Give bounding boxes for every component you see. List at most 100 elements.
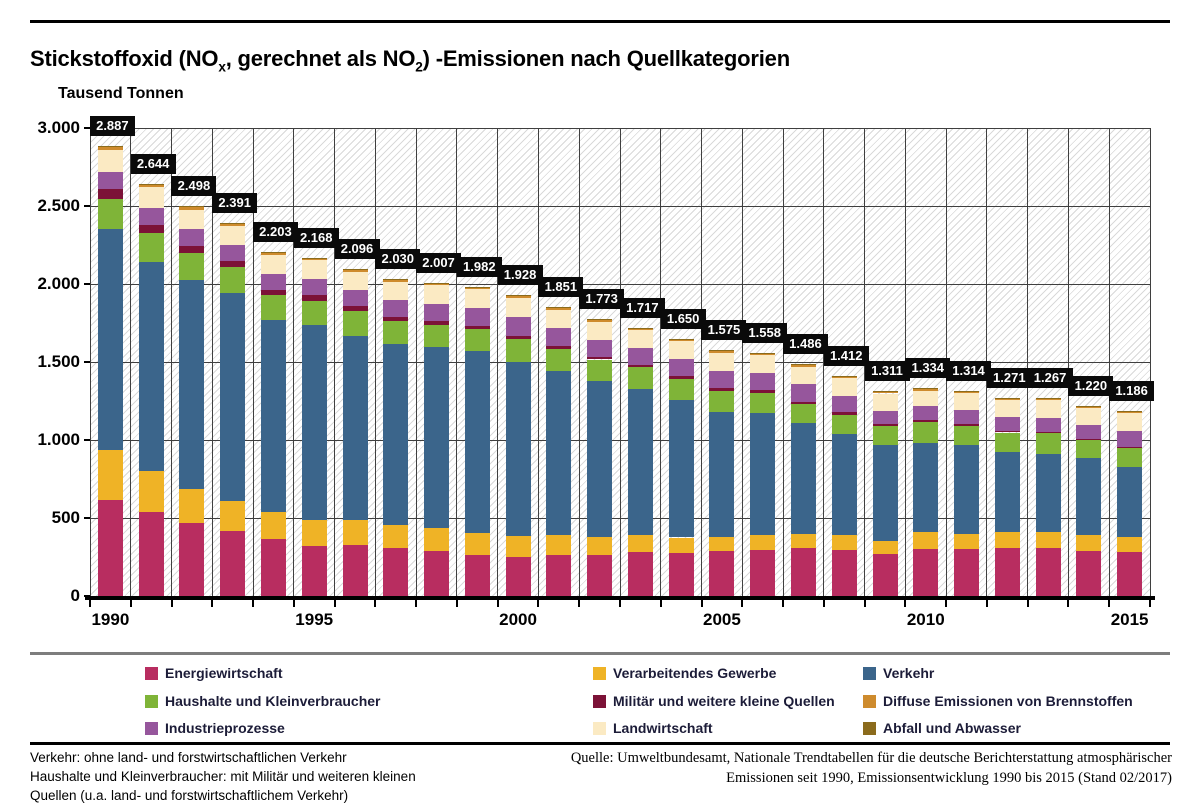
x-axis-year-label: 1995	[295, 610, 334, 629]
bar-total-label: 1.717	[619, 298, 665, 319]
bar-total-label: 1.334	[905, 357, 951, 378]
legend-label: Diffuse Emissionen von Brennstoffen	[883, 693, 1133, 709]
bar-segment-verkehr	[260, 320, 286, 512]
bar-segment-milit-r-und-weitere-kleine-quellen	[831, 412, 857, 415]
bar-segment-diffuse-emissionen-von-brennstoffen	[1117, 411, 1143, 413]
bar-segment-energiewirtschaft	[179, 523, 205, 596]
bar-segment-haushalte-und-kleinverbraucher	[342, 310, 368, 337]
bar-total-label: 2.391	[212, 193, 258, 213]
x-axis-year-label: 2010	[906, 610, 945, 629]
legend-label: Landwirtschaft	[613, 720, 713, 736]
bar-segment-diffuse-emissionen-von-brennstoffen	[913, 388, 939, 391]
bar-segment-industrieprozesse	[179, 229, 205, 246]
bar-segment-diffuse-emissionen-von-brennstoffen	[954, 391, 980, 394]
bar-segment-industrieprozesse	[709, 371, 735, 389]
legend-color-swatch	[863, 721, 876, 735]
legend-item-verarbeitendes-gewerbe: Verarbeitendes Gewerbe	[593, 665, 776, 681]
title-text: Stickstoffoxid (NO	[30, 45, 219, 71]
title-sub-x: x	[218, 59, 226, 75]
source-line: Quelle: Umweltbundesamt, Nationale Trend…	[570, 750, 1172, 766]
x-axis-tick	[782, 600, 785, 607]
bar-segment-diffuse-emissionen-von-brennstoffen	[627, 328, 653, 331]
bar-segment-landwirtschaft	[709, 352, 735, 372]
bar-segment-industrieprozesse	[587, 340, 613, 357]
bar-segment-verarbeitendes-gewerbe	[179, 489, 205, 524]
bar-segment-verkehr	[790, 423, 816, 534]
bar-segment-haushalte-und-kleinverbraucher	[97, 199, 123, 229]
bar-segment-milit-r-und-weitere-kleine-quellen	[1035, 432, 1061, 434]
x-axis-tick	[822, 600, 825, 607]
bar-segment-verarbeitendes-gewerbe	[1035, 532, 1061, 548]
bar-segment-landwirtschaft	[954, 393, 980, 411]
bar-segment-verkehr	[138, 262, 164, 472]
bar-segment-haushalte-und-kleinverbraucher	[179, 252, 205, 281]
x-axis-tick	[1067, 600, 1070, 607]
bar-segment-energiewirtschaft	[954, 549, 980, 596]
bar-segment-verkehr	[954, 444, 980, 534]
bar-segment-industrieprozesse	[790, 384, 816, 402]
bar-segment-haushalte-und-kleinverbraucher	[383, 320, 409, 345]
bar-segment-energiewirtschaft	[342, 544, 368, 596]
bar-segment-diffuse-emissionen-von-brennstoffen	[790, 364, 816, 367]
horizontal-gridline	[90, 283, 1150, 285]
bar-segment-landwirtschaft	[627, 330, 653, 349]
bar-segment-diffuse-emissionen-von-brennstoffen	[872, 391, 898, 394]
bar-total-label: 1.650	[660, 308, 706, 329]
bar-segment-energiewirtschaft	[750, 549, 776, 596]
legend-item-industrieprozesse: Industrieprozesse	[145, 720, 285, 736]
bar-segment-haushalte-und-kleinverbraucher	[301, 300, 327, 325]
bar-segment-landwirtschaft	[668, 341, 694, 360]
bar-segment-verkehr	[97, 228, 123, 451]
bar-segment-diffuse-emissionen-von-brennstoffen	[709, 350, 735, 353]
bar-segment-energiewirtschaft	[424, 550, 450, 596]
bar-segment-energiewirtschaft	[627, 552, 653, 596]
bar-segment-verarbeitendes-gewerbe	[627, 535, 653, 553]
top-rule	[30, 20, 1170, 23]
bar-segment-verarbeitendes-gewerbe	[709, 537, 735, 552]
bar-segment-diffuse-emissionen-von-brennstoffen	[668, 338, 694, 342]
bar-total-label: 1.271	[986, 367, 1032, 388]
bar-segment-haushalte-und-kleinverbraucher	[138, 233, 164, 262]
y-axis-tick	[84, 361, 90, 363]
bar-segment-energiewirtschaft	[709, 551, 735, 596]
title-sub-2: 2	[415, 59, 423, 75]
bar-segment-verkehr	[668, 399, 694, 538]
x-axis-year-label: 2000	[499, 610, 537, 629]
y-axis-tick	[84, 439, 90, 441]
legend-item-landwirtschaft: Landwirtschaft	[593, 720, 713, 736]
bar-segment-milit-r-und-weitere-kleine-quellen	[627, 364, 653, 368]
y-axis-unit-label: Tausend Tonnen	[58, 85, 184, 102]
legend-label: Energiewirtschaft	[165, 665, 283, 681]
bar-segment-verarbeitendes-gewerbe	[138, 471, 164, 512]
horizontal-gridline	[90, 361, 1150, 363]
bar-segment-haushalte-und-kleinverbraucher	[587, 359, 613, 382]
x-axis-tick	[700, 600, 703, 607]
bar-segment-landwirtschaft	[342, 271, 368, 291]
bar-segment-landwirtschaft	[872, 393, 898, 411]
x-axis-year-label: 2005	[703, 610, 741, 629]
bar-segment-haushalte-und-kleinverbraucher	[872, 426, 898, 446]
bar-segment-industrieprozesse	[342, 290, 368, 306]
bar-segment-landwirtschaft	[913, 391, 939, 407]
x-axis-tick	[333, 600, 336, 607]
bar-segment-haushalte-und-kleinverbraucher	[790, 404, 816, 424]
x-axis-tick	[374, 600, 377, 607]
bar-segment-haushalte-und-kleinverbraucher	[505, 338, 531, 363]
bar-segment-industrieprozesse	[464, 307, 490, 326]
bar-segment-haushalte-und-kleinverbraucher	[1076, 440, 1102, 459]
bar-segment-verarbeitendes-gewerbe	[505, 535, 531, 557]
bar-segment-energiewirtschaft	[994, 547, 1020, 596]
legend-label: Verarbeitendes Gewerbe	[613, 665, 777, 681]
bar-segment-verkehr	[994, 452, 1020, 533]
bar-segment-verarbeitendes-gewerbe	[954, 533, 980, 550]
bar-segment-haushalte-und-kleinverbraucher	[546, 348, 572, 372]
footnote-line: Verkehr: ohne land- und forstwirtschaftl…	[30, 750, 347, 765]
legend-color-swatch	[863, 694, 876, 708]
x-axis-tick	[1026, 600, 1029, 607]
bar-segment-energiewirtschaft	[220, 531, 246, 596]
bar-segment-industrieprozesse	[1035, 418, 1061, 433]
bar-segment-haushalte-und-kleinverbraucher	[424, 324, 450, 348]
bar-segment-diffuse-emissionen-von-brennstoffen	[831, 376, 857, 378]
bar-total-label: 1.773	[579, 289, 625, 310]
x-axis-year-label: 2015	[1110, 610, 1149, 629]
